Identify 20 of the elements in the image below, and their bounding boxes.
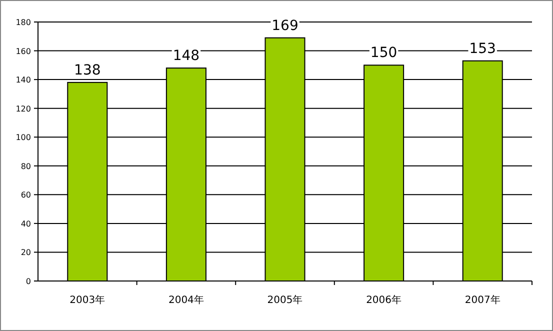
x-tick-label: 2006年 [366,294,402,306]
data-label: 153 [469,40,496,57]
y-tick-label: 180 [16,18,31,27]
x-tick-label: 2007年 [464,294,500,306]
y-tick-label: 100 [16,133,31,142]
y-tick-label: 120 [16,104,31,114]
y-tick-label: 60 [20,190,31,200]
y-tick-label: 160 [16,46,31,56]
y-tick-label: 40 [20,219,31,228]
data-label: 169 [272,18,298,34]
y-tick-label: 20 [20,248,31,258]
y-tick-label: 0 [26,277,31,286]
x-tick-label: 2005年 [267,294,303,306]
y-tick-label: 140 [16,76,31,85]
data-label: 150 [370,45,398,62]
data-label: 148 [172,48,200,64]
x-tick-label: 2004年 [168,294,204,306]
x-tick-label: 2003年 [70,294,106,306]
y-tick-label: 80 [20,162,31,171]
data-label: 138 [74,62,101,78]
